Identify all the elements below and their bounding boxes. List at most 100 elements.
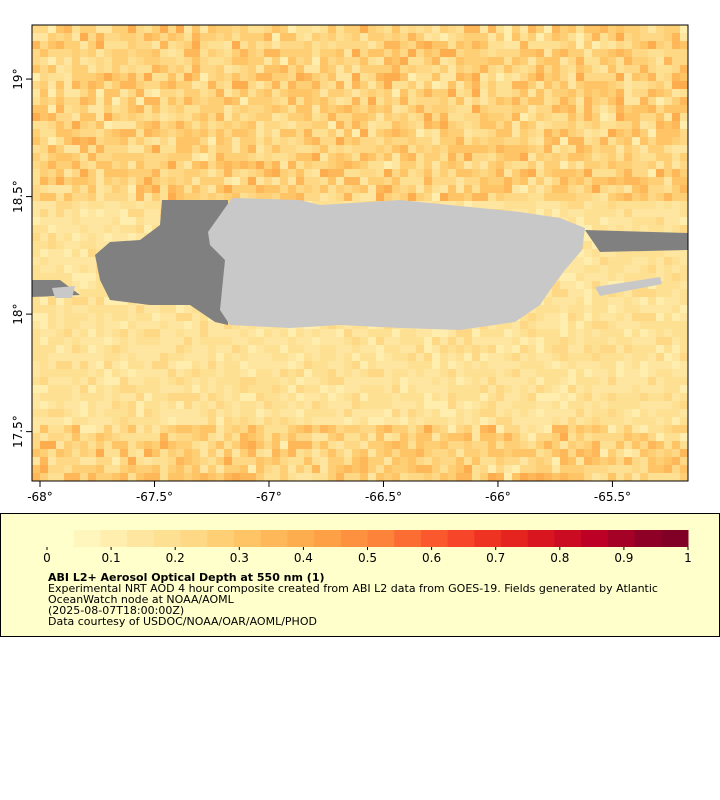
field-cell <box>624 321 632 329</box>
field-cell <box>64 361 72 369</box>
field-cell <box>456 49 464 57</box>
field-cell <box>488 49 496 57</box>
field-cell <box>560 393 568 401</box>
field-cell <box>672 49 680 57</box>
field-cell <box>184 65 192 73</box>
colorbar-swatch <box>314 530 342 547</box>
field-cell <box>56 193 64 201</box>
field-cell <box>296 369 304 377</box>
field-cell <box>352 457 360 465</box>
field-cell <box>384 337 392 345</box>
field-cell <box>168 89 176 97</box>
field-cell <box>56 113 64 121</box>
field-cell <box>424 401 432 409</box>
field-cell <box>400 177 408 185</box>
field-cell <box>96 225 104 233</box>
field-cell <box>384 441 392 449</box>
field-cell <box>272 145 280 153</box>
field-cell <box>224 121 232 129</box>
field-cell <box>144 425 152 433</box>
field-cell <box>504 49 512 57</box>
field-cell <box>456 353 464 361</box>
field-cell <box>48 209 56 217</box>
field-cell <box>432 193 440 201</box>
field-cell <box>568 161 576 169</box>
field-cell <box>448 73 456 81</box>
field-cell <box>496 81 504 89</box>
field-cell <box>184 169 192 177</box>
field-cell <box>384 361 392 369</box>
field-cell <box>432 345 440 353</box>
field-cell <box>640 433 648 441</box>
field-cell <box>176 169 184 177</box>
field-cell <box>632 105 640 113</box>
field-cell <box>480 73 488 81</box>
field-cell <box>448 457 456 465</box>
field-cell <box>104 105 112 113</box>
field-cell <box>64 417 72 425</box>
field-cell <box>128 305 136 313</box>
field-cell <box>640 441 648 449</box>
field-cell <box>88 337 96 345</box>
field-cell <box>584 81 592 89</box>
field-cell <box>624 425 632 433</box>
field-cell <box>560 425 568 433</box>
field-cell <box>40 409 48 417</box>
field-cell <box>408 449 416 457</box>
field-cell <box>80 177 88 185</box>
field-cell <box>464 81 472 89</box>
field-cell <box>256 329 264 337</box>
field-cell <box>160 393 168 401</box>
field-cell <box>232 449 240 457</box>
colorbar-swatch <box>207 530 235 547</box>
field-cell <box>320 185 328 193</box>
field-cell <box>624 113 632 121</box>
field-cell <box>56 185 64 193</box>
field-cell <box>280 73 288 81</box>
field-cell <box>552 153 560 161</box>
field-cell <box>488 105 496 113</box>
field-cell <box>216 393 224 401</box>
field-cell <box>80 233 88 241</box>
field-cell <box>272 377 280 385</box>
field-cell <box>336 121 344 129</box>
field-cell <box>72 425 80 433</box>
field-cell <box>400 393 408 401</box>
field-cell <box>408 121 416 129</box>
field-cell <box>576 297 584 305</box>
field-cell <box>512 393 520 401</box>
field-cell <box>576 201 584 209</box>
field-cell <box>120 353 128 361</box>
field-cell <box>400 473 408 481</box>
field-cell <box>480 57 488 65</box>
field-cell <box>416 441 424 449</box>
field-cell <box>536 313 544 321</box>
field-cell <box>600 97 608 105</box>
field-cell <box>504 193 512 201</box>
field-cell <box>200 153 208 161</box>
field-cell <box>104 65 112 73</box>
field-cell <box>680 105 688 113</box>
field-cell <box>592 33 600 41</box>
field-cell <box>80 441 88 449</box>
field-cell <box>168 345 176 353</box>
field-cell <box>520 409 528 417</box>
field-cell <box>672 57 680 65</box>
field-cell <box>608 313 616 321</box>
field-cell <box>48 321 56 329</box>
field-cell <box>336 385 344 393</box>
field-cell <box>648 185 656 193</box>
field-cell <box>408 337 416 345</box>
field-cell <box>392 473 400 481</box>
field-cell <box>264 329 272 337</box>
field-cell <box>664 57 672 65</box>
field-cell <box>480 353 488 361</box>
field-cell <box>496 25 504 33</box>
field-cell <box>112 73 120 81</box>
field-cell <box>88 113 96 121</box>
field-cell <box>56 473 64 481</box>
field-cell <box>680 305 688 313</box>
caption-line: Experimental NRT AOD 4 hour composite cr… <box>48 582 658 595</box>
field-cell <box>200 41 208 49</box>
field-cell <box>56 393 64 401</box>
